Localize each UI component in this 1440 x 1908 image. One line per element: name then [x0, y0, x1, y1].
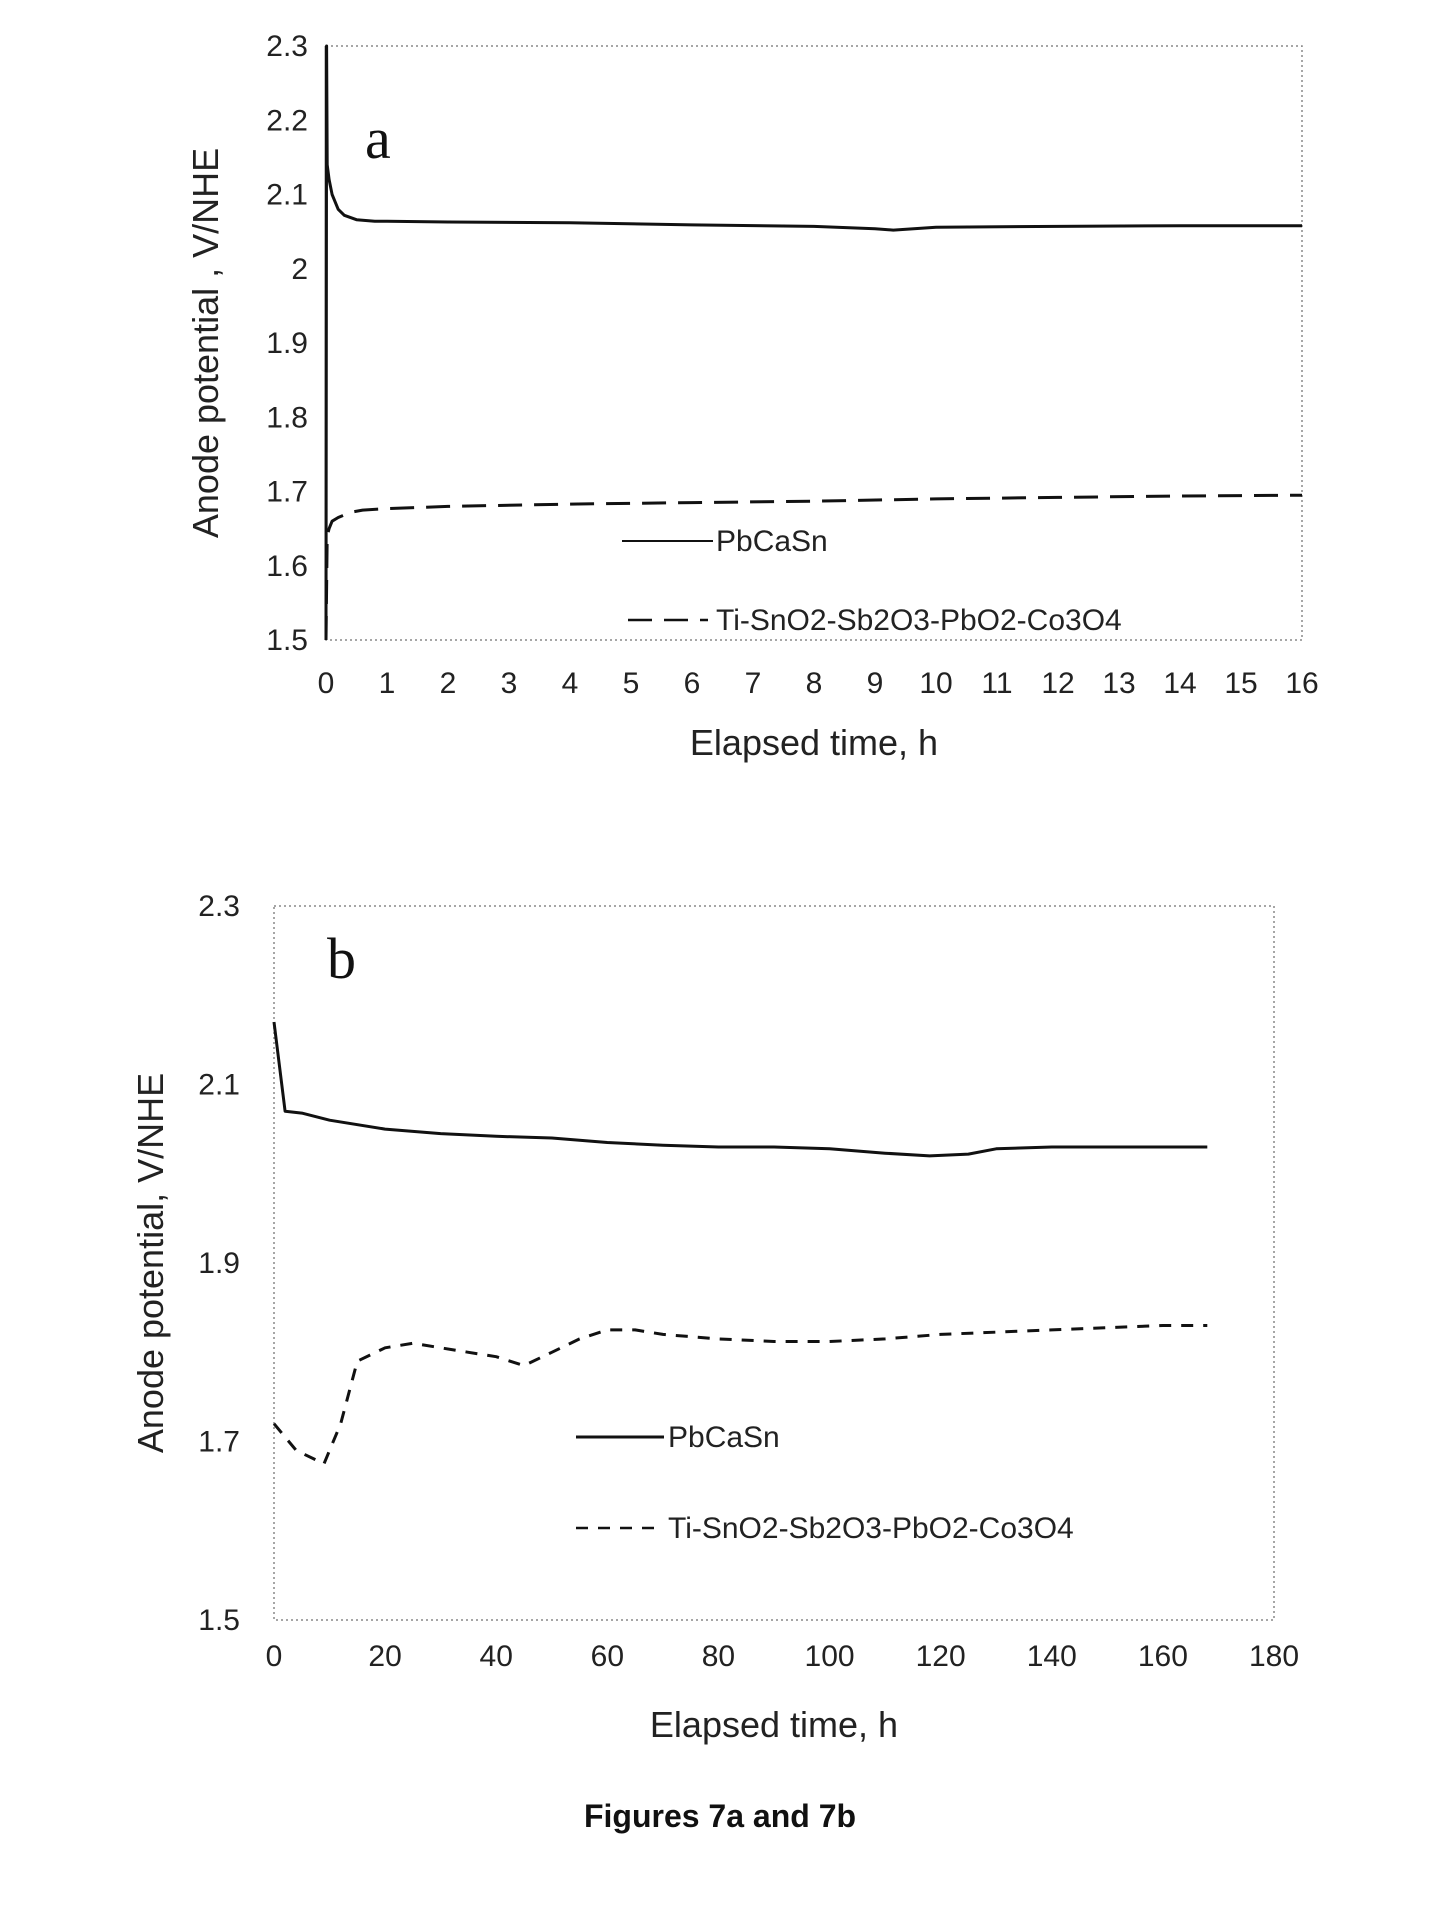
- x-tick-label-b: 0: [266, 1640, 283, 1673]
- x-tick-label-a: 0: [318, 667, 335, 700]
- x-axis-label-a: Elapsed time, h: [690, 722, 938, 763]
- y-tick-label-a: 2.3: [266, 30, 308, 63]
- x-tick-label-a: 14: [1163, 667, 1196, 700]
- x-tick-label-a: 10: [919, 667, 952, 700]
- x-tick-label-a: 4: [562, 667, 579, 700]
- x-tick-label-b: 40: [480, 1640, 513, 1673]
- y-tick-label-b: 1.7: [198, 1426, 240, 1459]
- y-tick-label-a: 1.9: [266, 327, 308, 360]
- y-tick-label-a: 2.1: [266, 179, 308, 212]
- series-line-pbcasn-b: [274, 1022, 1207, 1156]
- chart-panel-b: b 1.5 1.7 1.9 2.1 2.3 0 20 40 60 80 100 120 140 160 1…: [130, 890, 1299, 1745]
- y-tick-label-b: 2.1: [198, 1069, 240, 1102]
- legend-a: PbCaSn Ti-SnO2-Sb2O3-PbO2-Co3O4: [622, 525, 1122, 637]
- x-ticks-a: 012345678910111213141516: [318, 667, 1319, 700]
- y-ticks-b: 1.5 1.7 1.9 2.1 2.3: [198, 890, 240, 1637]
- legend-label-pbcasn-b: PbCaSn: [668, 1421, 780, 1454]
- legend-label-ti-b: Ti-SnO2-Sb2O3-PbO2-Co3O4: [668, 1512, 1074, 1545]
- panel-label-a: a: [365, 106, 391, 171]
- legend-label-ti-a: Ti-SnO2-Sb2O3-PbO2-Co3O4: [716, 604, 1122, 637]
- y-tick-label-b: 1.5: [198, 1604, 240, 1637]
- x-tick-label-a: 13: [1102, 667, 1135, 700]
- legend-label-pbcasn-a: PbCaSn: [716, 525, 828, 558]
- y-axis-label-a: Anode potential , V/NHE: [185, 148, 226, 538]
- panel-label-b: b: [327, 926, 356, 991]
- y-tick-label-b: 2.3: [198, 890, 240, 923]
- x-tick-label-b: 60: [591, 1640, 624, 1673]
- y-tick-label-a: 2.2: [266, 104, 308, 137]
- x-tick-label-b: 20: [368, 1640, 401, 1673]
- x-tick-label-a: 3: [501, 667, 518, 700]
- y-axis-label-b: Anode potential, V/NHE: [130, 1073, 171, 1453]
- legend-b: PbCaSn Ti-SnO2-Sb2O3-PbO2-Co3O4: [576, 1421, 1074, 1545]
- figure-caption: Figures 7a and 7b: [584, 1798, 856, 1834]
- chart-panel-a: a 1.51.61.71.81.922.12.22.3 012345678910…: [185, 30, 1319, 763]
- x-tick-label-a: 2: [440, 667, 457, 700]
- x-tick-label-a: 6: [684, 667, 701, 700]
- x-tick-label-b: 100: [805, 1640, 855, 1673]
- x-tick-label-a: 15: [1224, 667, 1257, 700]
- x-tick-label-b: 160: [1138, 1640, 1188, 1673]
- x-tick-label-b: 120: [916, 1640, 966, 1673]
- x-tick-label-a: 8: [806, 667, 823, 700]
- x-axis-label-b: Elapsed time, h: [650, 1704, 898, 1745]
- x-tick-label-b: 80: [702, 1640, 735, 1673]
- x-tick-label-a: 1: [379, 667, 396, 700]
- x-tick-label-a: 7: [745, 667, 762, 700]
- x-tick-label-a: 16: [1285, 667, 1318, 700]
- y-tick-label-a: 1.6: [266, 550, 308, 583]
- x-tick-label-a: 9: [867, 667, 884, 700]
- x-ticks-b: 0 20 40 60 80 100 120 140 160 180: [266, 1640, 1299, 1673]
- x-tick-label-a: 5: [623, 667, 640, 700]
- y-tick-label-b: 1.9: [198, 1247, 240, 1280]
- y-ticks-a: 1.5 1.6 1.7 1.8 1.9 2 2.1 2.2 2.3: [266, 30, 308, 657]
- y-tick-label-a: 1.5: [266, 624, 308, 657]
- x-tick-label-b: 140: [1027, 1640, 1077, 1673]
- x-tick-label-a: 12: [1041, 667, 1074, 700]
- x-tick-label-b: 180: [1249, 1640, 1299, 1673]
- series-group-b: [274, 1022, 1207, 1464]
- x-tick-label-a: 11: [981, 667, 1012, 700]
- y-tick-label-a: 1.7: [266, 476, 308, 509]
- y-tick-label-a: 2: [291, 253, 308, 286]
- y-tick-label-a: 1.8: [266, 401, 308, 434]
